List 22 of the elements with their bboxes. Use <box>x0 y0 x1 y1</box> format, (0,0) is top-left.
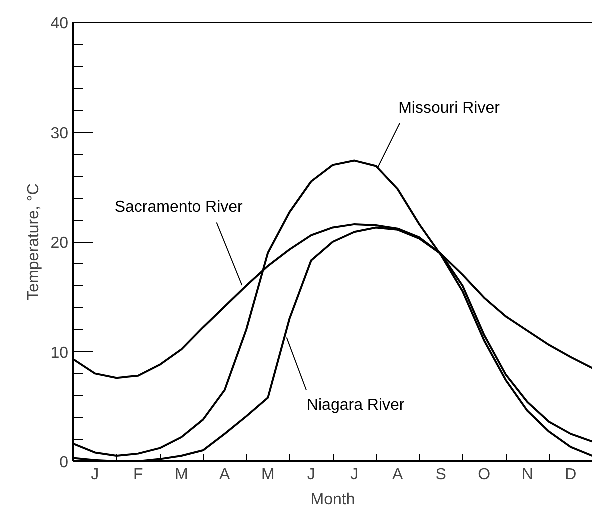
y-tick-label: 40 <box>50 16 69 32</box>
x-tick-label: D <box>565 466 577 484</box>
x-tick-label: N <box>522 466 534 484</box>
x-tick-label: J <box>307 466 316 484</box>
x-tick-label: J <box>91 466 100 484</box>
text: Niagara River <box>306 396 406 414</box>
x-tick-label: J <box>350 466 359 484</box>
text: Sacramento River <box>114 198 244 216</box>
y-tick-label: 0 <box>60 454 69 472</box>
y-tick-label: 20 <box>50 235 69 252</box>
y-tick-label: 30 <box>50 125 69 142</box>
x-tick-label: A <box>392 466 404 484</box>
x-tick-label: O <box>478 466 491 484</box>
x-axis-title: Month <box>310 492 356 508</box>
x-tick-label: M <box>261 466 275 484</box>
y-tick-label: 10 <box>50 344 69 362</box>
x-tick-label: M <box>174 466 188 484</box>
text: Missouri River <box>398 100 501 118</box>
x-tick-label: F <box>133 466 144 484</box>
x-tick-label: S <box>436 466 446 484</box>
x-tick-label: A <box>220 466 231 484</box>
y-axis-title: Temperature, °C <box>26 184 43 300</box>
